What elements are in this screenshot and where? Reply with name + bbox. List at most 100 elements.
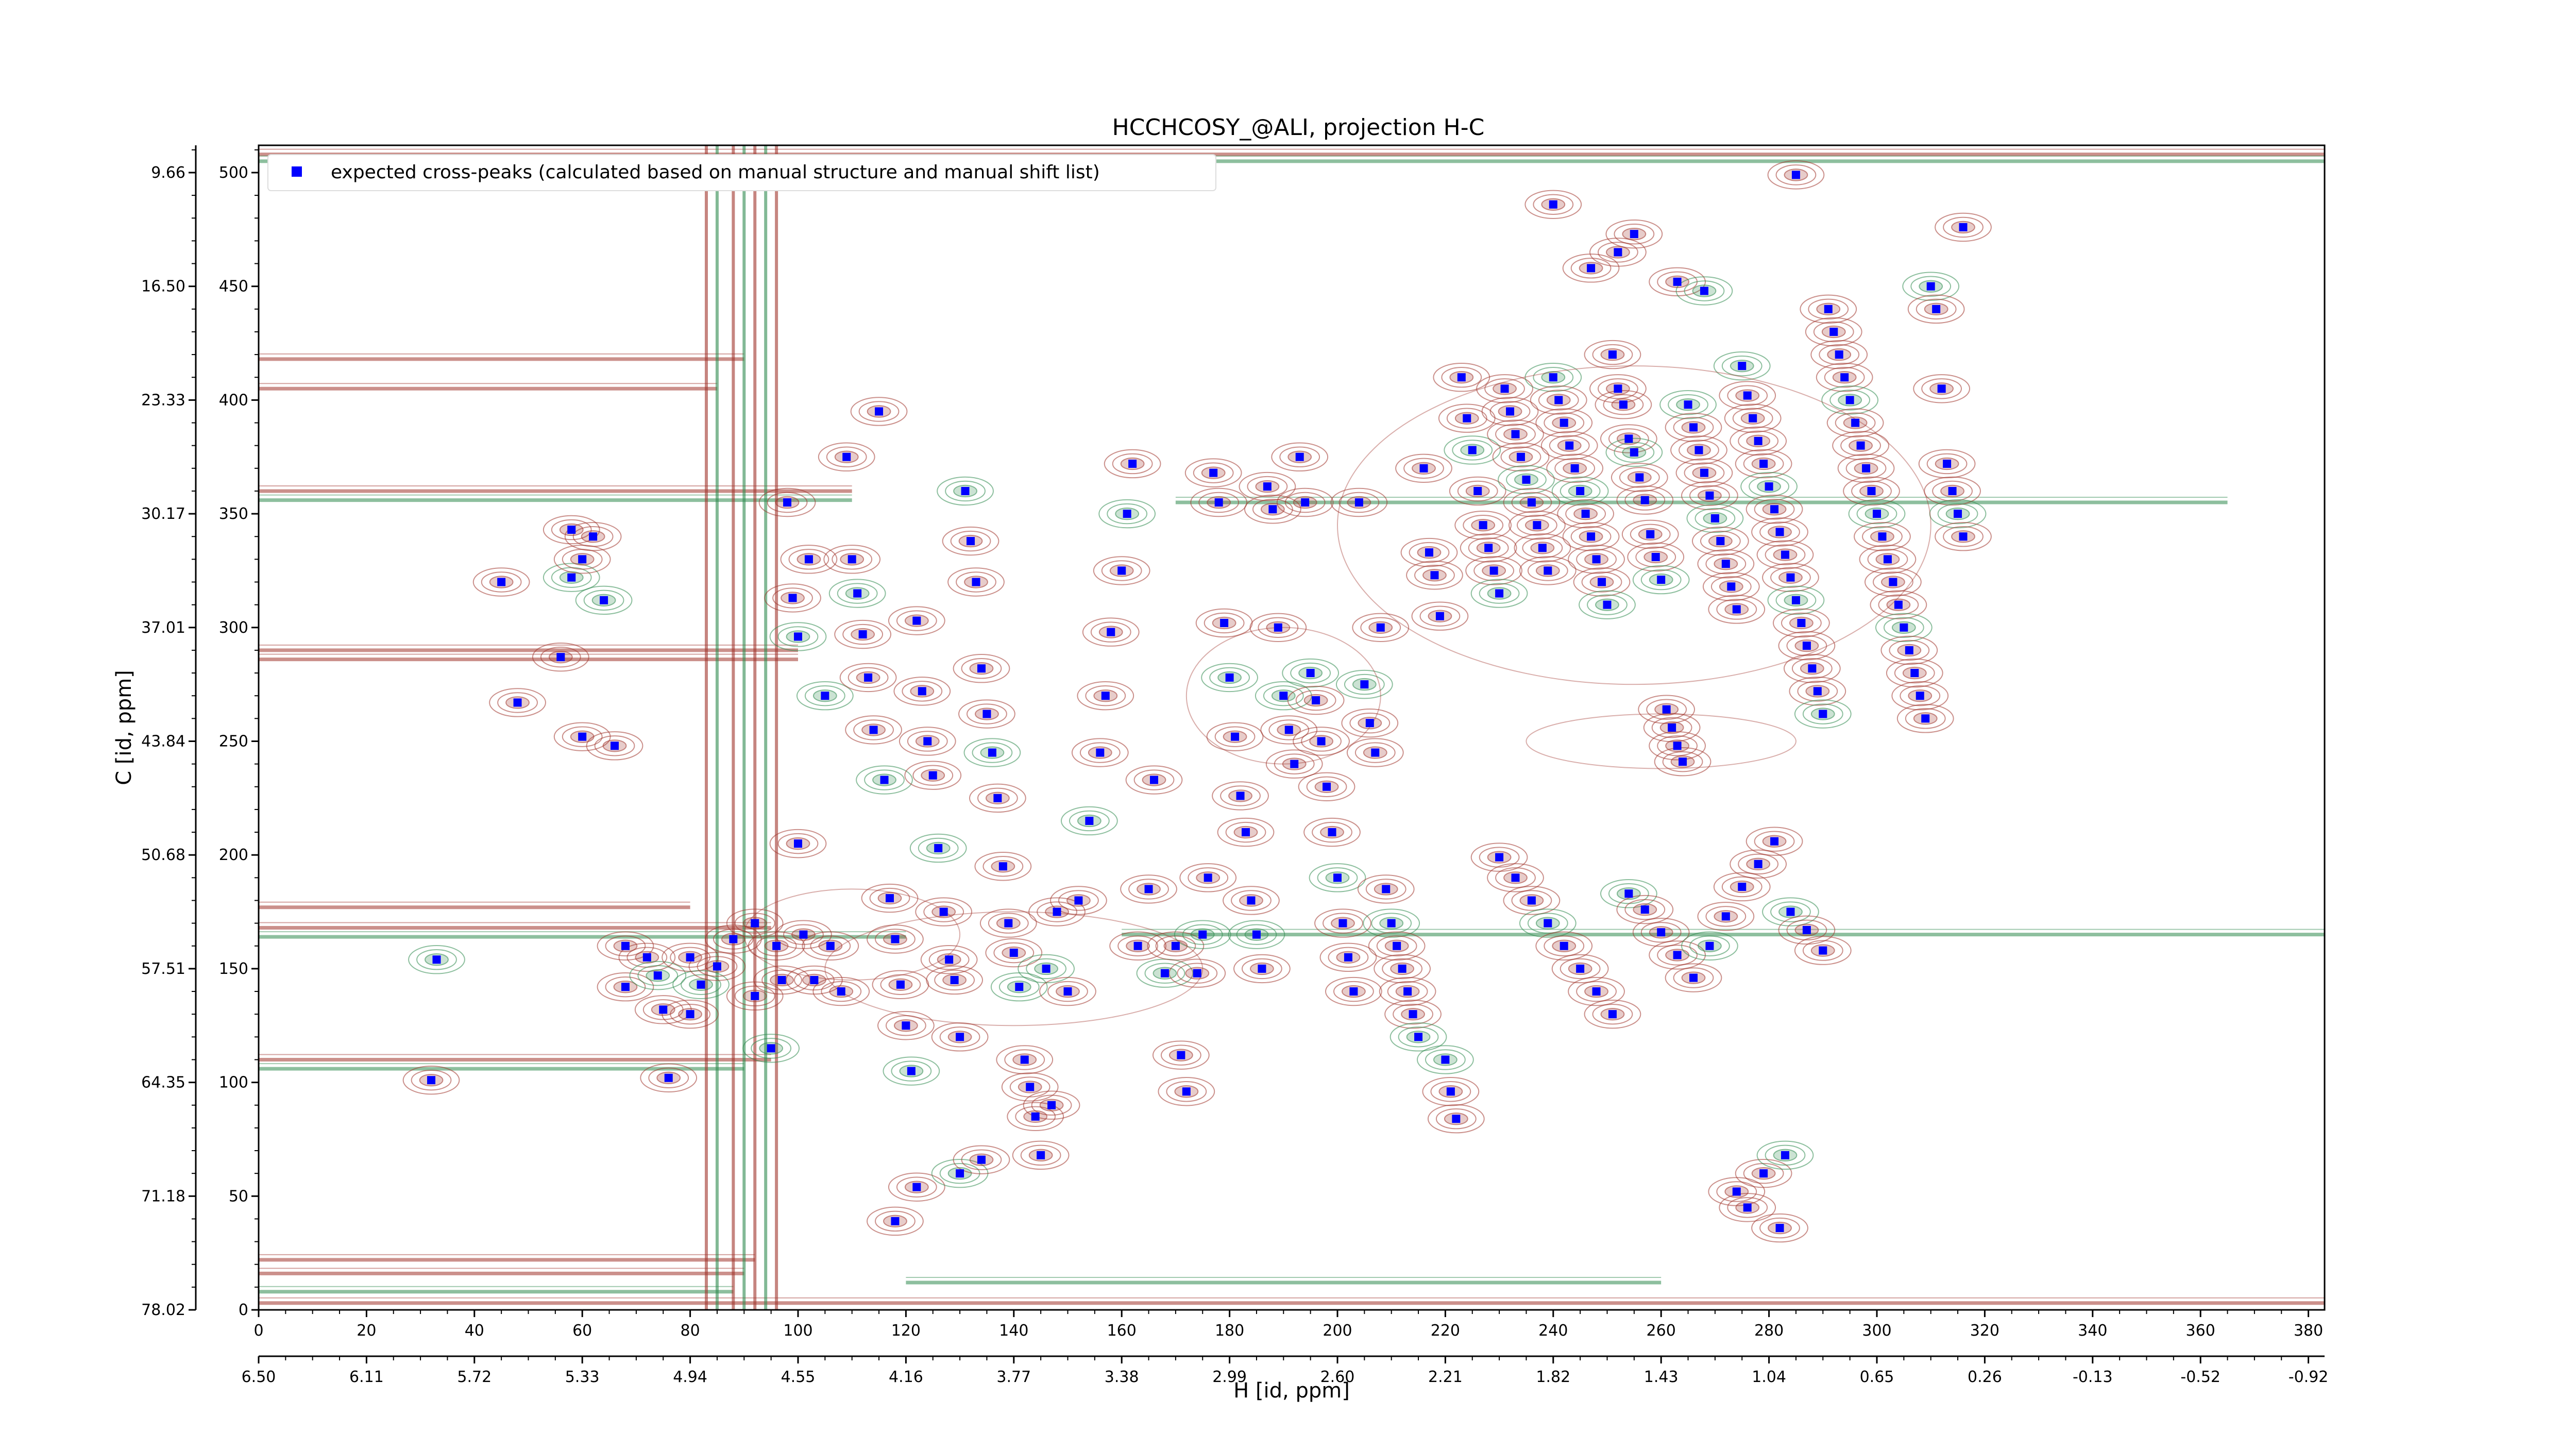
contour-blob [1268, 719, 1310, 740]
cross-peak-point [804, 555, 813, 564]
contour-blob [1530, 385, 1587, 415]
contour-blob [1576, 981, 1617, 1002]
cross-peak-point [1759, 1169, 1768, 1178]
contour-blob [1778, 631, 1836, 661]
contour-blob [1101, 560, 1142, 581]
contour-blob [748, 931, 805, 961]
contour-blob [1845, 458, 1887, 479]
cross-peak-point [1204, 873, 1212, 882]
contour-blob [961, 1149, 1002, 1170]
x-tick-label: 360 [2186, 1322, 2215, 1340]
cross-peak-point [1074, 896, 1083, 905]
contour-blob [1374, 954, 1431, 984]
contour-blob [1037, 901, 1077, 922]
cross-peak-point [1732, 605, 1741, 614]
cross-peak-point [1867, 486, 1876, 495]
cross-peak-point [1457, 373, 1466, 382]
contour-blob [1457, 480, 1498, 502]
contour-blob [1263, 685, 1304, 706]
cross-peak-point [1009, 948, 1018, 957]
y-tick-label: 400 [219, 391, 248, 409]
contour-blob [1360, 617, 1401, 638]
contour-blob [1867, 549, 1908, 570]
contour-blob [1560, 480, 1601, 502]
contour-blob [1673, 417, 1714, 438]
cross-peak-point [1026, 1083, 1035, 1091]
contour-blob [1133, 769, 1175, 790]
cross-peak-point [772, 941, 781, 950]
contour-blob [1403, 458, 1444, 479]
x-tick-label: 160 [1107, 1322, 1137, 1340]
contour-blob [472, 567, 530, 597]
y-axis-ppm: 78.02 71.18 64.35 57.51 50.68 43.84 37.01 30.17… [141, 145, 197, 1319]
cross-peak-point [1263, 482, 1272, 491]
cross-peak-point [653, 971, 662, 980]
contour-blob [726, 981, 784, 1011]
contour-blob [1085, 685, 1126, 706]
cross-peak-point [1236, 791, 1245, 800]
cross-peak-point [1301, 498, 1310, 507]
contour-blob [751, 1038, 792, 1059]
cross-peak-point [977, 664, 986, 673]
contour-blob [1762, 563, 1819, 592]
contour-blob [1910, 276, 1952, 297]
contour-blob [1751, 1213, 1808, 1243]
contour-blob [1166, 1081, 1207, 1102]
cross-peak-point [1015, 983, 1024, 991]
contour-blob [1309, 863, 1366, 892]
cross-peak-point [1791, 596, 1800, 604]
y-tick-label: 250 [219, 732, 248, 750]
x-ppm-tick-label: 1.04 [1752, 1368, 1786, 1386]
cross-peak-point [1463, 414, 1471, 423]
contour-blob [697, 956, 738, 977]
contour-blob [1873, 571, 1913, 593]
contour-blob [1452, 440, 1493, 461]
cross-peak-point [1371, 748, 1380, 757]
contour-blob [1506, 469, 1547, 491]
contour-blob [1225, 821, 1266, 843]
contour-blob [1624, 490, 1666, 511]
cross-peak-point [1328, 828, 1336, 837]
contour-blob [1708, 1177, 1766, 1206]
contour-blob [1546, 453, 1604, 483]
contour-blob [1865, 567, 1922, 597]
contour-blob [1702, 572, 1760, 601]
contour-blob [1713, 872, 1771, 902]
contour-blob [583, 589, 624, 611]
contour-blob [572, 526, 614, 547]
cross-peak-point [1441, 1055, 1450, 1064]
cross-peak-point [821, 692, 829, 700]
cross-peak-point [826, 941, 835, 950]
cross-peak-point [1587, 264, 1596, 273]
contour-blob [1810, 340, 1868, 369]
cross-peak-point [939, 907, 948, 916]
contour-blob [586, 731, 643, 761]
contour-blob [1306, 776, 1347, 797]
cross-peak-point [1020, 1055, 1029, 1064]
contour-blob [1077, 681, 1134, 711]
y-ppm-tick-label: 50.68 [141, 846, 185, 864]
contour-blob [1487, 863, 1544, 892]
contour-blob [1524, 363, 1582, 392]
contour-blob [1233, 954, 1291, 984]
contour-blob [926, 965, 984, 995]
contour-blob [1598, 378, 1638, 399]
cross-peak-point [1608, 350, 1617, 359]
cross-peak-point [1878, 532, 1887, 541]
contour-blob [1533, 367, 1574, 388]
contour-blob [985, 938, 1043, 968]
contour-blob [540, 646, 581, 668]
contour-blob [1206, 722, 1264, 751]
contour-blob [1662, 751, 1703, 772]
contour-blob [1242, 958, 1282, 980]
contour-blob [828, 579, 886, 608]
contour-blob [681, 974, 721, 995]
contour-blob [1689, 485, 1730, 506]
x-ppm-tick-label: -0.52 [2180, 1368, 2221, 1386]
cross-peak-point [697, 980, 705, 989]
contour-blob [953, 1145, 1010, 1174]
contour-blob [1794, 936, 1852, 965]
cross-peak-point [1716, 537, 1725, 546]
cross-peak-point [1516, 452, 1525, 461]
cross-peak-point [600, 596, 608, 604]
